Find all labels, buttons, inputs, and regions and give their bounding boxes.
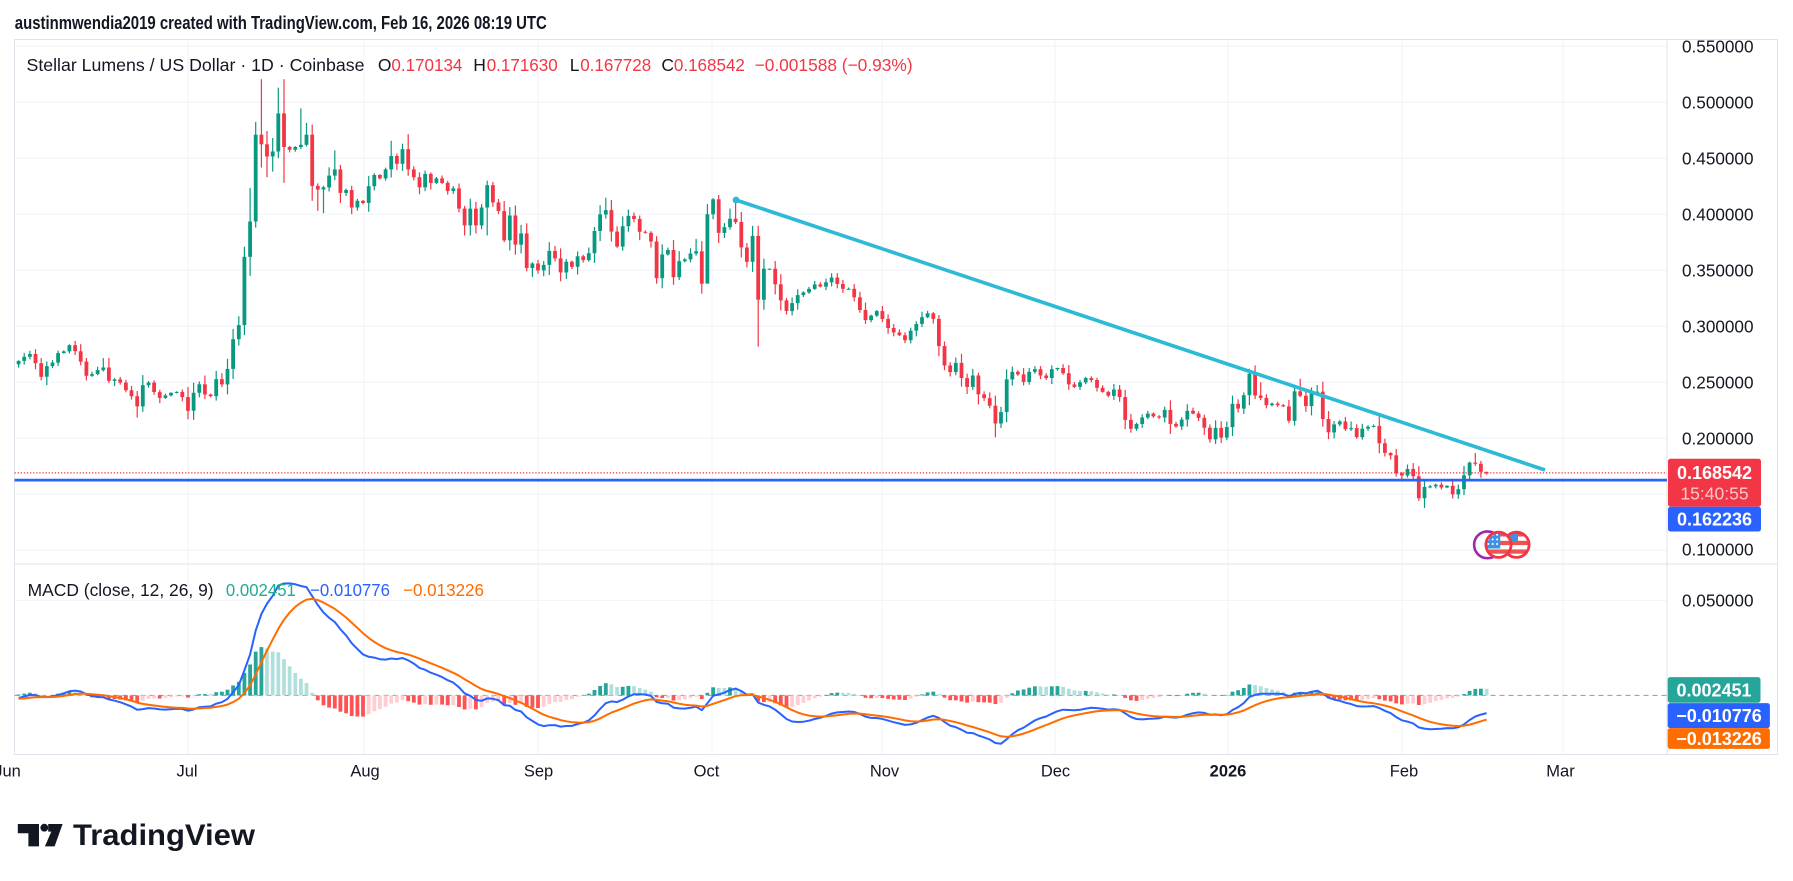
svg-text:0.300000: 0.300000 [1682,317,1754,337]
svg-text:2026: 2026 [1210,763,1247,781]
svg-text:Jun: Jun [0,763,21,781]
svg-text:austinmwendia2019 created with: austinmwendia2019 created with TradingVi… [15,12,547,33]
svg-text:C: C [661,55,674,75]
svg-text:−0.013226: −0.013226 [1676,729,1762,749]
svg-text:0.002451: 0.002451 [226,580,296,600]
svg-text:0.100000: 0.100000 [1682,539,1754,559]
svg-text:Stellar Lumens / US Dollar · 1: Stellar Lumens / US Dollar · 1D · Coinba… [27,55,365,75]
svg-text:15:40:55: 15:40:55 [1680,484,1748,504]
svg-text:Dec: Dec [1041,763,1070,781]
svg-text:0.162236: 0.162236 [1677,510,1752,530]
svg-text:0.200000: 0.200000 [1682,429,1754,449]
svg-text:0.500000: 0.500000 [1682,93,1754,113]
svg-text:Mar: Mar [1546,763,1575,781]
svg-text:0.168542: 0.168542 [674,55,745,75]
svg-text:0.167728: 0.167728 [580,55,651,75]
svg-text:Feb: Feb [1390,763,1418,781]
svg-text:−0.010776: −0.010776 [1676,706,1762,726]
svg-text:0.002451: 0.002451 [1676,681,1751,701]
svg-text:Jul: Jul [176,763,197,781]
svg-text:0.168542: 0.168542 [1677,463,1752,483]
svg-text:L: L [570,55,580,75]
svg-text:Sep: Sep [524,763,553,781]
svg-text:0.450000: 0.450000 [1682,149,1754,169]
svg-text:H: H [473,55,486,75]
svg-text:O: O [378,55,392,75]
svg-text:0.550000: 0.550000 [1682,37,1754,57]
svg-text:TradingView: TradingView [73,819,255,852]
svg-text:0.171630: 0.171630 [487,55,558,75]
svg-text:MACD (close, 12, 26, 9): MACD (close, 12, 26, 9) [28,580,214,600]
svg-text:0.050000: 0.050000 [1682,591,1754,611]
svg-text:−0.010776: −0.010776 [310,580,390,600]
svg-text:0.350000: 0.350000 [1682,261,1754,281]
svg-text:−0.013226: −0.013226 [403,580,484,600]
svg-text:0.170134: 0.170134 [391,55,462,75]
svg-text:0.400000: 0.400000 [1682,205,1754,225]
svg-text:Nov: Nov [870,763,900,781]
svg-text:0.250000: 0.250000 [1682,373,1754,393]
svg-text:Aug: Aug [350,763,379,781]
svg-text:Oct: Oct [694,763,720,781]
svg-text:−0.001588 (−0.93%): −0.001588 (−0.93%) [755,55,913,75]
